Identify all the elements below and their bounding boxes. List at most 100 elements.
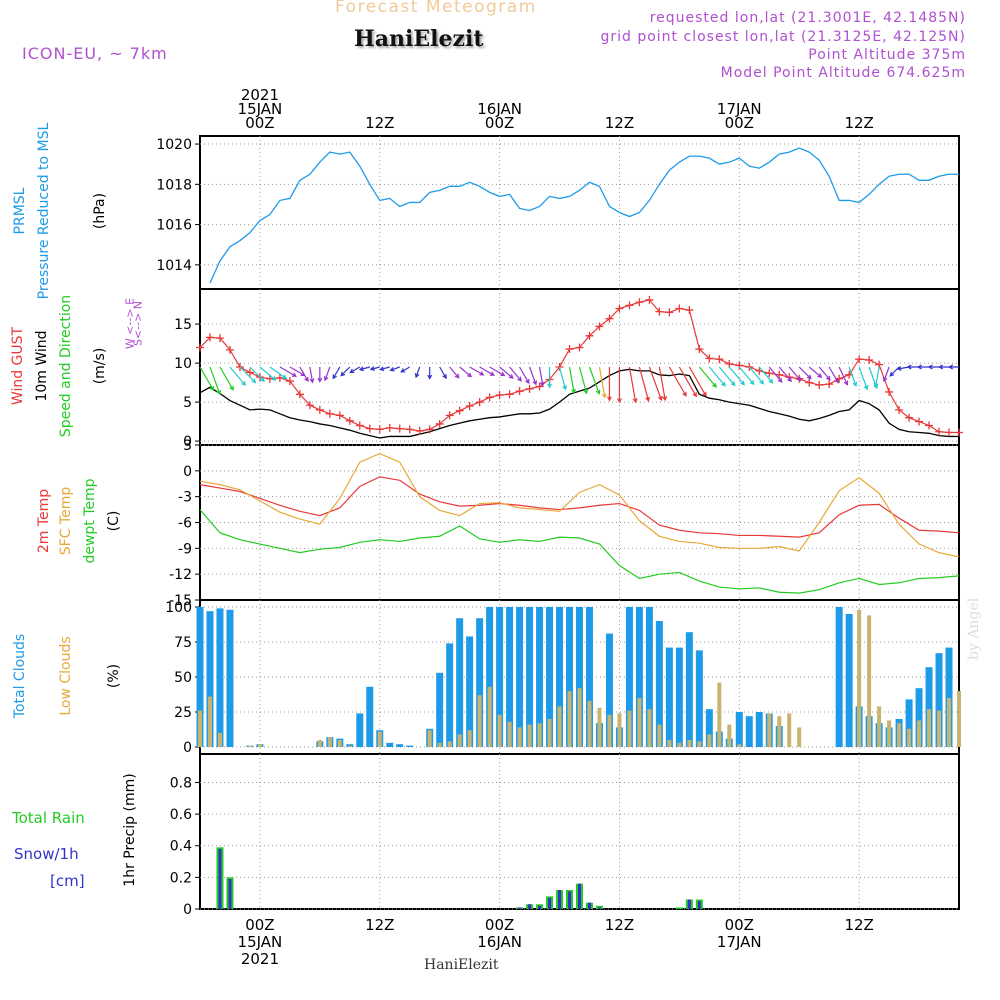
wind-gust-marker — [805, 378, 814, 387]
wind-gust-marker — [445, 411, 454, 420]
wind-gust-marker — [405, 425, 414, 434]
wind-gust-marker — [685, 306, 694, 315]
wind-gust-marker — [215, 334, 224, 343]
total-cloud-bar — [605, 633, 613, 747]
dewpoint-line — [199, 509, 960, 594]
wind-gust-marker — [245, 368, 254, 377]
wind-gust-marker — [625, 301, 634, 310]
total-cloud-bar — [935, 653, 943, 747]
total-cloud-bar — [655, 621, 663, 747]
wind-gust-marker — [655, 307, 664, 316]
footer-location: HaniElezit — [424, 957, 499, 973]
total-cloud-bar — [925, 667, 933, 747]
point-altitude: Point Altitude 375m — [808, 47, 966, 63]
snow-bar — [518, 907, 522, 909]
time-label-top: 16JAN — [477, 100, 522, 118]
time-label-top: 12Z — [844, 114, 873, 132]
wind-direction-arrow — [748, 366, 765, 385]
wind-gust-marker — [365, 424, 374, 433]
wind-gust-marker — [815, 380, 824, 389]
wind-gust-marker — [745, 363, 754, 371]
wind-direction-arrow — [628, 366, 638, 404]
total-cloud-bar — [486, 607, 494, 747]
low-cloud-bar — [727, 724, 732, 747]
wind-direction-arrow — [858, 366, 869, 391]
wind-direction-arrow — [927, 364, 940, 370]
snow-bar — [558, 890, 562, 909]
wind-direction-arrow — [778, 366, 792, 383]
wind-gust-marker — [425, 425, 434, 434]
wind-direction-arrow — [882, 366, 890, 383]
wind-direction-arrow — [947, 364, 959, 370]
wind-direction-arrow — [668, 366, 687, 397]
wind-gust-marker — [565, 345, 574, 354]
low-cloud-bar — [427, 730, 432, 747]
wind-direction-arrow — [279, 366, 297, 377]
wind-direction-arrow — [379, 366, 390, 372]
wind-gust-marker — [385, 423, 394, 432]
low-cloud-bar — [687, 740, 692, 747]
low-cloud-bar — [637, 698, 642, 747]
wind-gust-marker — [375, 425, 384, 434]
total-cloud-bar — [905, 699, 913, 747]
total-cloud-bar — [675, 647, 683, 747]
total-cloud-bar — [446, 643, 454, 747]
low-cloud-bar — [717, 682, 722, 747]
total-cloud-bar — [386, 742, 394, 747]
total-cloud-bar — [695, 650, 703, 747]
total-cloud-bar — [396, 744, 404, 747]
snow-bar — [548, 897, 552, 909]
snow-bar — [538, 905, 542, 909]
total-cloud-bar — [216, 608, 224, 747]
wind-direction-arrow — [269, 366, 288, 380]
snow-bar — [597, 907, 601, 909]
wind-gust-marker — [505, 390, 514, 399]
low-cloud-bar — [787, 713, 792, 747]
wind-direction-arrow — [259, 366, 277, 381]
low-cloud-bar — [198, 710, 202, 747]
y-tick-label: 1016 — [156, 218, 192, 234]
wind-gust-marker — [905, 413, 914, 422]
snow-bar — [568, 891, 572, 909]
wind-gust-marker — [395, 424, 404, 433]
wind-gust-marker — [295, 390, 304, 399]
wind-gust-marker — [765, 369, 774, 378]
time-label-bottom: 15JAN — [238, 933, 283, 951]
low-cloud-bar — [247, 745, 252, 747]
total-cloud-bar — [466, 636, 474, 747]
model-altitude: Model Point Altitude 674.625m — [720, 65, 966, 81]
low-cloud-bar — [587, 700, 592, 747]
wind-direction-arrow — [389, 366, 400, 372]
low-cloud-bar — [887, 720, 892, 747]
wind-direction-arrow — [558, 366, 568, 391]
y-tick-label: 1020 — [156, 137, 192, 153]
wind-gust-marker — [705, 354, 714, 363]
low-cloud-bar — [507, 721, 512, 747]
wind-gust-marker — [196, 343, 204, 352]
wind-gust-marker — [935, 427, 944, 436]
low-cloud-bar — [937, 710, 942, 747]
wind-direction-arrow — [578, 366, 589, 395]
requested-coords: requested lon,lat (21.3001E, 42.1485N) — [649, 10, 966, 26]
time-label-bottom: 12Z — [605, 916, 634, 934]
wind-gust-marker — [945, 428, 954, 437]
time-label-bottom: 00Z — [245, 916, 274, 934]
total-cloud-bar — [735, 712, 743, 747]
total-cloud-bar — [406, 745, 414, 747]
wind-gust-marker — [825, 380, 834, 389]
gridpoint-coords: grid point closest lon,lat (21.3125E, 42… — [600, 29, 966, 45]
low-cloud-bar — [497, 714, 502, 747]
wind-gust-marker — [885, 387, 894, 396]
rain-bar — [675, 907, 683, 909]
meteogram-title: Forecast Meteogram — [335, 0, 537, 17]
y-tick-label: 1018 — [156, 177, 192, 193]
wind-gust-marker — [355, 421, 364, 430]
total-cloud-bar — [576, 607, 583, 747]
total-cloud-bar — [685, 632, 693, 747]
wind-direction-arrow — [768, 366, 783, 383]
low-cloud-bar — [767, 713, 772, 747]
wind-direction-arrow — [439, 366, 447, 380]
low-cloud-bar — [437, 742, 442, 747]
time-label-bottom: 16JAN — [477, 933, 522, 951]
time-label-top: 12Z — [365, 114, 394, 132]
